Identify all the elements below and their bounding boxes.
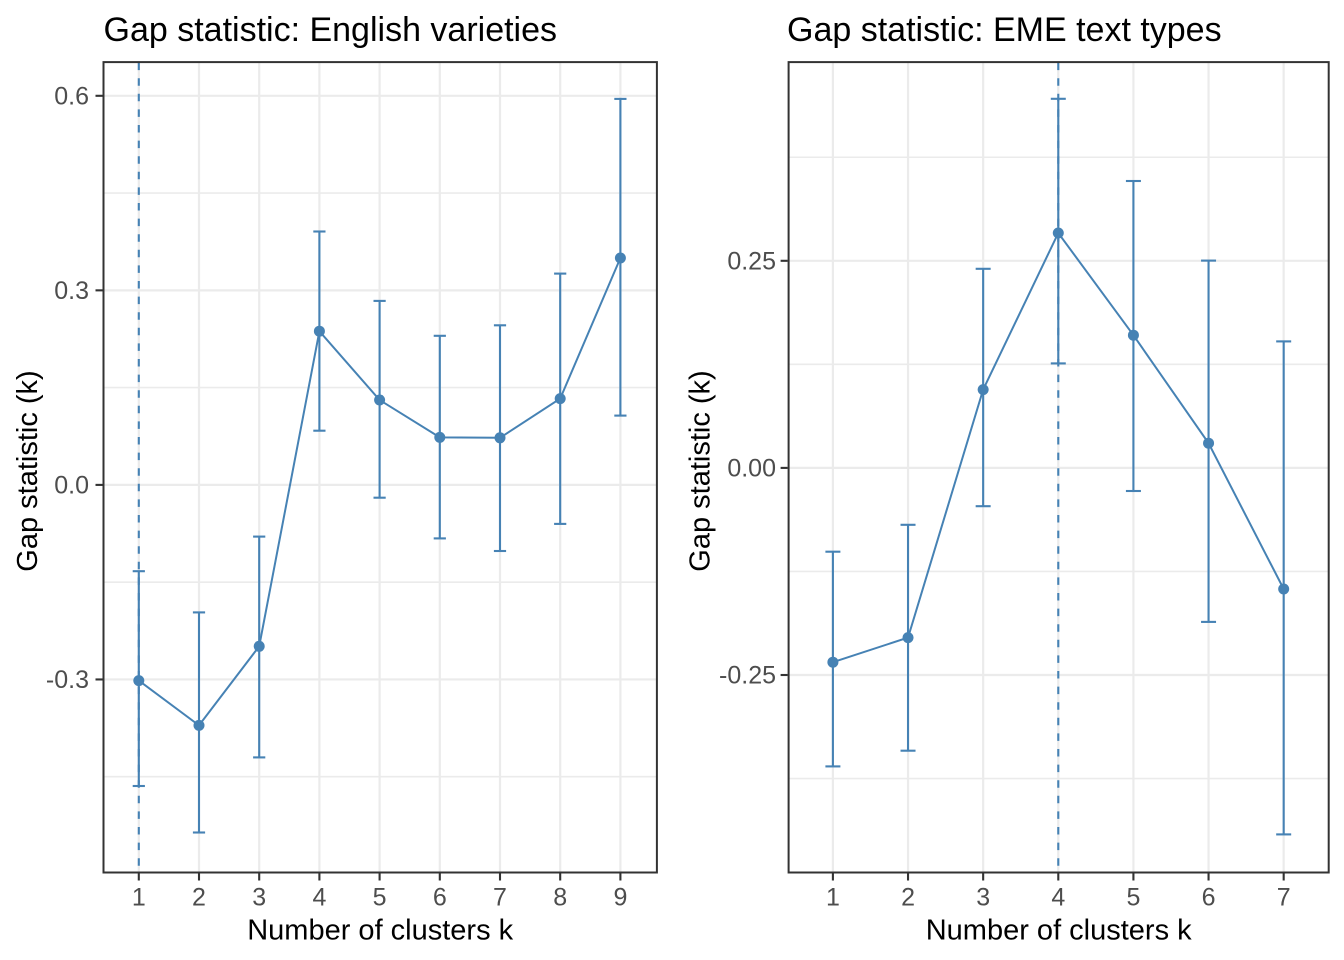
svg-text:1: 1 bbox=[826, 884, 840, 912]
svg-text:0.00: 0.00 bbox=[727, 455, 776, 483]
svg-text:-0.3: -0.3 bbox=[46, 666, 89, 694]
svg-text:-0.25: -0.25 bbox=[719, 662, 776, 690]
svg-text:Gap statistic (k): Gap statistic (k) bbox=[12, 370, 44, 571]
svg-text:0.6: 0.6 bbox=[54, 82, 89, 110]
svg-text:Gap statistic (k): Gap statistic (k) bbox=[685, 370, 717, 571]
svg-text:9: 9 bbox=[613, 884, 627, 912]
svg-text:3: 3 bbox=[252, 884, 266, 912]
svg-text:Gap statistic: English varieti: Gap statistic: English varieties bbox=[104, 11, 558, 49]
svg-text:5: 5 bbox=[1126, 884, 1140, 912]
svg-text:0.25: 0.25 bbox=[727, 247, 776, 275]
svg-text:5: 5 bbox=[373, 884, 387, 912]
svg-text:Number of clusters k: Number of clusters k bbox=[247, 915, 513, 947]
svg-text:Gap statistic: EME text types: Gap statistic: EME text types bbox=[787, 11, 1222, 49]
svg-text:Number of clusters k: Number of clusters k bbox=[926, 915, 1192, 947]
svg-text:8: 8 bbox=[553, 884, 567, 912]
svg-text:4: 4 bbox=[1051, 884, 1065, 912]
svg-text:1: 1 bbox=[132, 884, 146, 912]
svg-text:7: 7 bbox=[493, 884, 507, 912]
svg-text:0.3: 0.3 bbox=[54, 277, 89, 305]
svg-text:3: 3 bbox=[976, 884, 990, 912]
svg-text:7: 7 bbox=[1277, 884, 1291, 912]
svg-text:2: 2 bbox=[901, 884, 915, 912]
svg-text:6: 6 bbox=[433, 884, 447, 912]
svg-text:6: 6 bbox=[1202, 884, 1216, 912]
svg-text:0.0: 0.0 bbox=[54, 472, 89, 500]
svg-text:2: 2 bbox=[192, 884, 206, 912]
svg-text:4: 4 bbox=[312, 884, 326, 912]
